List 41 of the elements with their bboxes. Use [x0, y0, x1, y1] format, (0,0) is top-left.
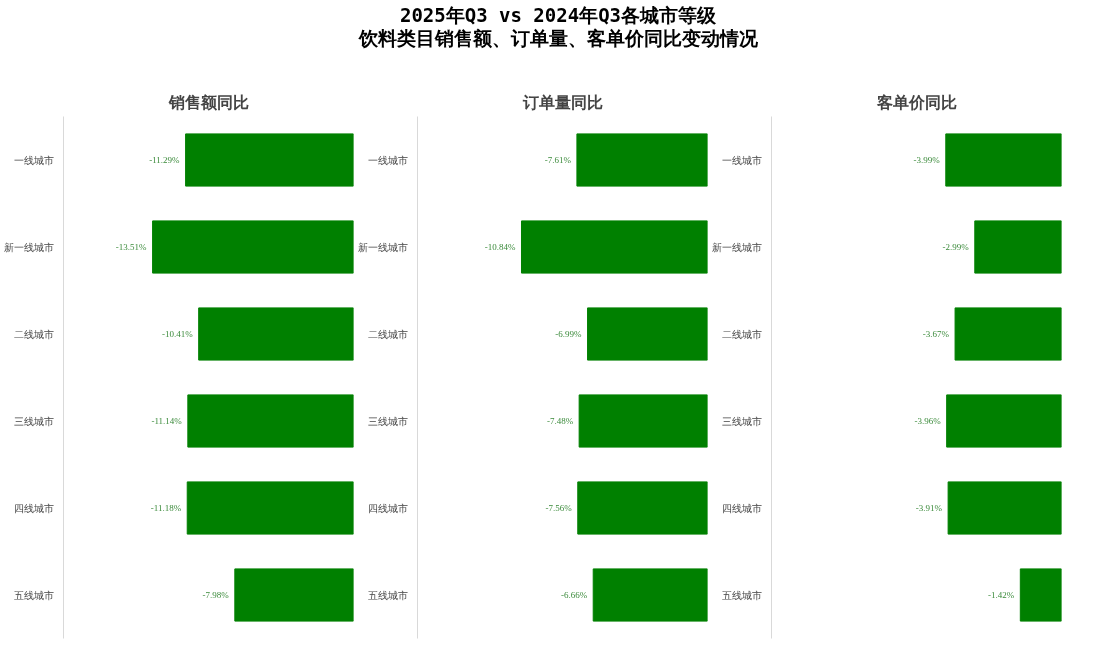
chart-title: 销售额同比	[167, 92, 249, 112]
data-label: -7.61%	[544, 155, 572, 165]
y-tick-label: 五线城市	[367, 589, 408, 601]
data-label: -11.14%	[151, 416, 183, 426]
y-tick-label: 一线城市	[721, 154, 762, 166]
y-tick-label: 二线城市	[367, 328, 408, 340]
data-label: -6.66%	[560, 590, 588, 600]
data-label: -7.98%	[202, 590, 230, 600]
y-tick-label: 新一线城市	[357, 241, 408, 253]
data-label: -11.18%	[150, 503, 182, 513]
data-label: -7.56%	[545, 503, 573, 513]
data-label: -3.99%	[913, 155, 941, 165]
y-tick-label: 新一线城市	[711, 241, 762, 253]
data-label: -13.51%	[115, 242, 148, 252]
y-tick-label: 三线城市	[721, 415, 762, 427]
text: 2025年Q3 vs 2024年Q3各城市等级	[399, 4, 717, 27]
y-tick-label: 三线城市	[13, 415, 54, 427]
data-label: -10.84%	[484, 242, 516, 252]
y-tick-label: 五线城市	[13, 589, 54, 601]
data-label: -3.96%	[914, 416, 942, 426]
y-tick-label: 四线城市	[367, 502, 408, 514]
y-tick-label: 一线城市	[367, 154, 408, 166]
text: 饮料类目销售额、订单量、客单价同比变动情况	[357, 27, 759, 50]
y-tick-label: 三线城市	[367, 415, 408, 427]
y-tick-label: 一线城市	[13, 154, 54, 166]
y-tick-label: 新一线城市	[3, 241, 54, 253]
data-label: -7.48%	[546, 416, 574, 426]
y-tick-label: 二线城市	[13, 328, 54, 340]
data-label: -3.67%	[922, 329, 950, 339]
y-tick-label: 四线城市	[13, 502, 54, 514]
y-tick-label: 四线城市	[721, 502, 762, 514]
chart-title: 客单价同比	[875, 92, 957, 112]
data-label: -3.91%	[915, 503, 943, 513]
data-label: -10.41%	[161, 329, 194, 339]
y-tick-label: 五线城市	[721, 589, 762, 601]
chart-title: 订单量同比	[521, 92, 603, 112]
data-label: -2.99%	[942, 242, 970, 252]
data-label: -11.29%	[149, 155, 181, 165]
data-label: -6.99%	[555, 329, 583, 339]
data-label: -1.42%	[988, 590, 1015, 600]
y-tick-label: 二线城市	[721, 328, 762, 340]
